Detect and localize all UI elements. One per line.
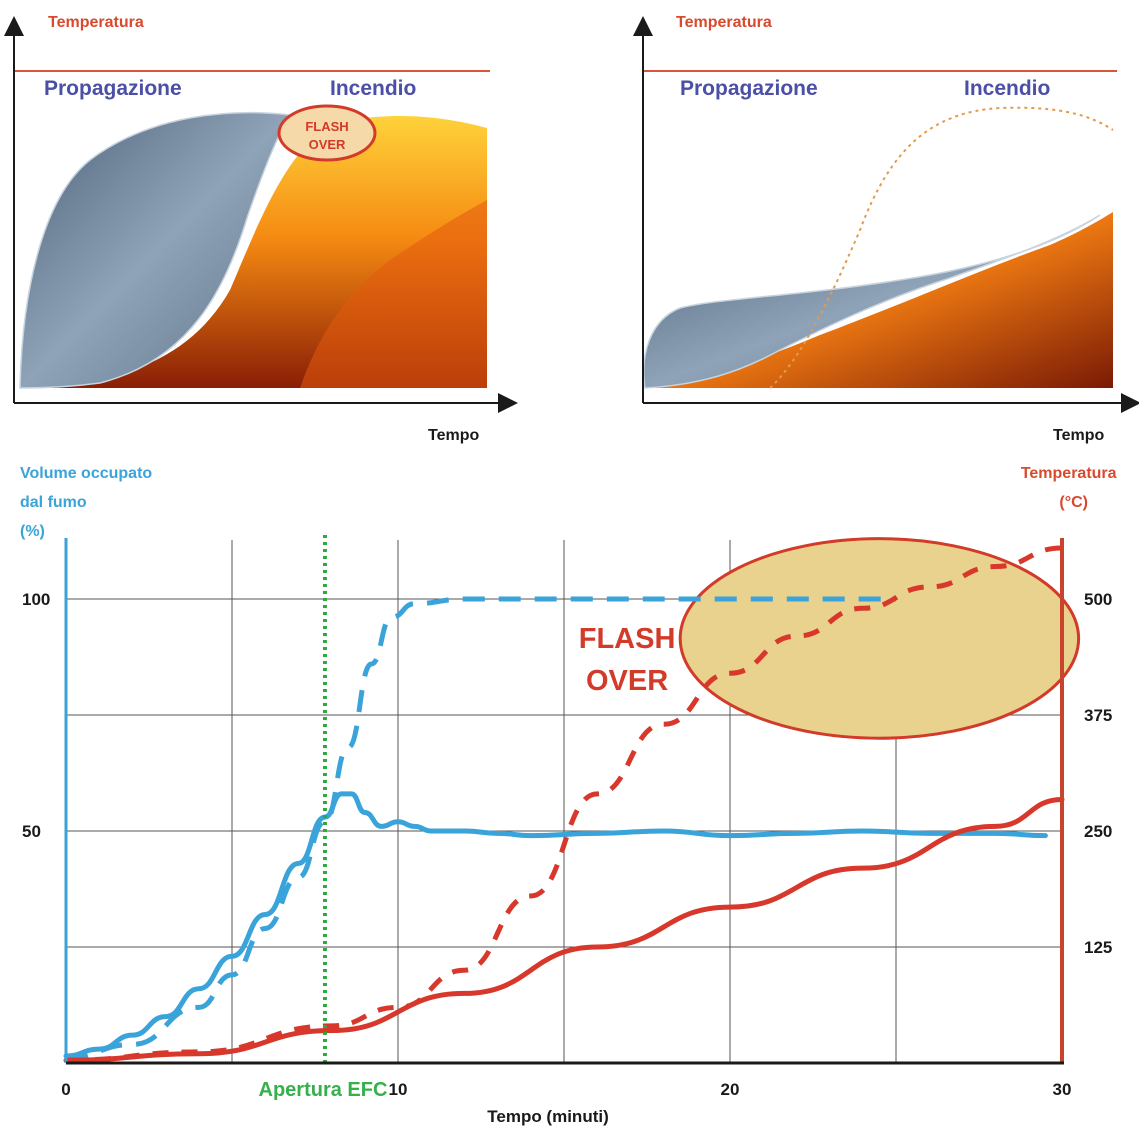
panel-right: Temperatura Propagazione Incendio Tempo <box>633 14 1139 444</box>
left-y-tick-label: 100 <box>22 590 50 609</box>
x-tick-label: 30 <box>1053 1080 1072 1099</box>
left-panel-ylabel: Temperatura <box>48 14 144 31</box>
left-axis-title-line1: Volume occupato <box>20 465 152 482</box>
left-axis-title-line2: dal fumo <box>20 494 87 511</box>
right-axis-title-line2: (°C) <box>1059 494 1088 511</box>
fire-area-right <box>645 212 1113 388</box>
smoke-volume-solid-line <box>63 791 1048 1059</box>
x-axis-title: Tempo (minuti) <box>487 1107 609 1126</box>
right-y-tick-label: 500 <box>1084 590 1112 609</box>
right-panel-ylabel: Temperatura <box>676 14 772 31</box>
series <box>63 535 1065 1063</box>
panel-left: Temperatura Propagazione Incendio FLASH … <box>4 14 518 444</box>
flashover-badge-line1: FLASH <box>305 119 348 134</box>
x-tick-label: 20 <box>721 1080 740 1099</box>
flashover-label-line2: OVER <box>586 665 668 697</box>
right-panel-phase-fire: Incendio <box>964 77 1050 100</box>
smoke-volume-dashed-line <box>65 596 896 1061</box>
flashover-label-line1: FLASH <box>579 623 676 655</box>
temperature-solid-line <box>63 796 1065 1063</box>
fire-flames-left <box>300 200 487 388</box>
x-tick-label: 0 <box>61 1080 70 1099</box>
right-y-tick-label: 125 <box>1084 938 1112 957</box>
smoke-area-right <box>643 214 1101 389</box>
right-y-tick-label: 250 <box>1084 822 1112 841</box>
efc-opening-label: Apertura EFC <box>259 1079 388 1101</box>
flashover-badge-line2: OVER <box>309 137 346 152</box>
right-axis-title: Temperatura (°C) <box>1021 465 1121 511</box>
x-tick-label: 10 <box>389 1080 408 1099</box>
left-panel-phase-propagation: Propagazione <box>44 77 182 100</box>
right-axis-title-line1: Temperatura <box>1021 465 1117 482</box>
left-y-tick-label: 50 <box>22 822 41 841</box>
flashover-ellipse <box>678 537 1081 740</box>
right-y-tick-label: 375 <box>1084 706 1112 725</box>
right-panel-xlabel: Tempo <box>1053 427 1104 444</box>
flashover-badge-left <box>277 104 377 162</box>
temperature-dashed-line <box>65 545 1063 1063</box>
left-axis-title: Volume occupato dal fumo (%) <box>20 465 157 540</box>
flashover-region <box>678 537 1081 740</box>
right-panel-phase-propagation: Propagazione <box>680 77 818 100</box>
left-panel-xlabel: Tempo <box>428 427 479 444</box>
axes <box>64 538 1064 1065</box>
main-chart: Volume occupato dal fumo (%) Temperatura… <box>20 465 1121 1126</box>
left-axis-title-line3: (%) <box>20 523 45 540</box>
tick-labels: FLASH OVER 0 10 20 30 50 100 125 250 375 500 Apertur… <box>22 590 1112 1101</box>
left-panel-phase-fire: Incendio <box>330 77 416 100</box>
